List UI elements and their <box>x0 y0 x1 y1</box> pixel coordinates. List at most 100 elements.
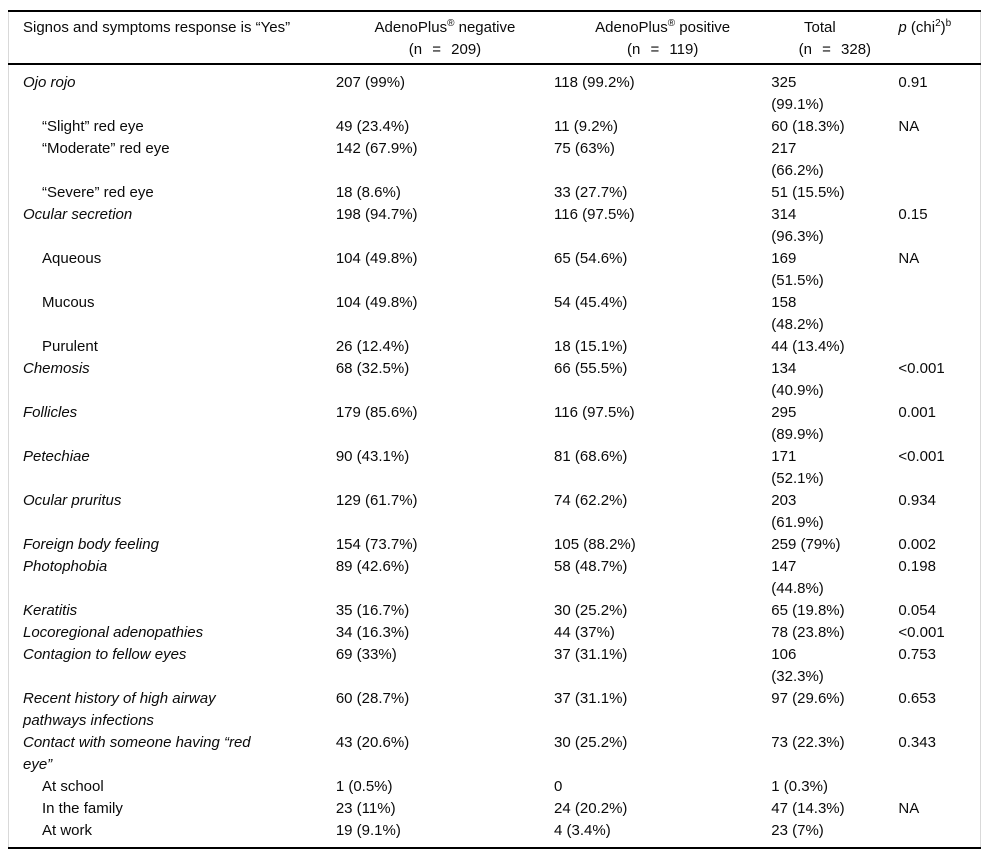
adenoplus-positive-title: AdenoPlus® positive <box>595 18 731 37</box>
p-value-cell: NA <box>898 250 920 267</box>
total-value-cell: 60 (18.3%) <box>771 118 845 135</box>
adenoplus-negative-value-cell: 89 (42.6%) <box>335 558 410 575</box>
total-n: (n = 328) <box>798 41 872 58</box>
symptom-label-cell: Follicles <box>23 404 78 421</box>
adenoplus-positive-value-cell: 118 (99.2%) <box>554 74 635 91</box>
symptom-label-cell: Recent history of high airway pathways i… <box>23 690 216 729</box>
total-value-cell: 147 (44.8%) <box>771 558 824 597</box>
p-value-cell <box>898 776 980 798</box>
adenoplus-positive-value-cell: 116 (97.5%) <box>554 206 635 223</box>
total-value-cell: 65 (19.8%) <box>771 602 845 619</box>
table-row: Photophobia 89 (42.6%) 58 (48.7%) 147 (4… <box>9 556 981 600</box>
symptom-label-cell: Locoregional adenopathies <box>23 624 204 641</box>
adenoplus-negative-value-cell: 207 (99%) <box>335 74 406 91</box>
p-value-cell <box>898 336 980 358</box>
col-header-adenoplus-positive: AdenoPlus® positive (n = 119) <box>554 11 772 65</box>
adenoplus-negative-value-cell: 43 (20.6%) <box>335 734 410 751</box>
p-value-cell: 0.343 <box>898 734 936 751</box>
symptom-label-cell: Purulent <box>42 338 98 355</box>
p-value-cell: 0.002 <box>898 536 936 553</box>
adenoplus-positive-value-cell: 66 (55.5%) <box>554 360 628 377</box>
col-header-signs-symptoms: Signos and symptoms response is “Yes” <box>8 11 336 65</box>
table-body: Ojo rojo 207 (99%) 118 (99.2%) 325 (99.1… <box>9 64 981 848</box>
adenoplus-positive-value-cell: 33 (27.7%) <box>554 184 628 201</box>
total-value-cell: 78 (23.8%) <box>771 624 845 641</box>
adenoplus-negative-value-cell: 90 (43.1%) <box>335 448 410 465</box>
symptom-label-cell: Ocular pruritus <box>23 492 122 509</box>
table-row: Ojo rojo 207 (99%) 118 (99.2%) 325 (99.1… <box>9 64 981 116</box>
adenoplus-negative-value-cell: 19 (9.1%) <box>335 822 401 839</box>
symptom-label-cell: Contagion to fellow eyes <box>23 646 187 663</box>
registered-trademark-sup: ® <box>667 18 676 29</box>
symptom-label-cell: “Slight” red eye <box>42 118 144 135</box>
adenoplus-negative-n: (n = 209) <box>408 41 482 58</box>
total-value-cell: 23 (7%) <box>771 822 824 839</box>
symptom-label-cell: Mucous <box>42 294 95 311</box>
symptom-label-cell: At work <box>42 822 93 839</box>
adenoplus-positive-n: (n = 119) <box>626 41 699 58</box>
total-value-cell: 259 (79%) <box>771 536 841 553</box>
adenoplus-negative-value-cell: 60 (28.7%) <box>335 690 410 707</box>
col-header-total: Total (n = 328) <box>771 11 899 65</box>
total-value-cell: 314 (96.3%) <box>771 206 824 245</box>
p-value-cell: <0.001 <box>898 624 945 641</box>
p-value-cell: 0.198 <box>898 558 936 575</box>
symptoms-comparison-table-wrap: Signos and symptoms response is “Yes” Ad… <box>8 10 981 849</box>
adenoplus-positive-value-cell: 65 (54.6%) <box>554 250 628 267</box>
p-value-cell: 0.653 <box>898 690 936 707</box>
table-row: Petechiae 90 (43.1%) 81 (68.6%) 171 (52.… <box>9 446 981 490</box>
adenoplus-negative-value-cell: 49 (23.4%) <box>335 118 410 135</box>
adenoplus-positive-value-cell: 4 (3.4%) <box>554 822 611 839</box>
p-value-cell <box>898 182 980 204</box>
symptom-label-cell: Ojo rojo <box>23 74 76 91</box>
table-row: Contact with someone having “red eye” 43… <box>9 732 981 776</box>
p-value-cell: 0.934 <box>898 492 936 509</box>
adenoplus-positive-value-cell: 11 (9.2%) <box>554 118 618 135</box>
adenoplus-negative-value-cell: 68 (32.5%) <box>335 360 410 377</box>
total-value-cell: 295 (89.9%) <box>771 404 824 443</box>
adenoplus-positive-value-cell: 0 <box>554 778 563 795</box>
table-row: Aqueous 104 (49.8%) 65 (54.6%) 169 (51.5… <box>9 248 981 292</box>
symptom-label-cell: Keratitis <box>23 602 78 619</box>
p-value-cell <box>898 292 980 336</box>
symptom-label-cell: Ocular secretion <box>23 206 133 223</box>
col-header-adenoplus-negative: AdenoPlus® negative (n = 209) <box>335 11 555 65</box>
p-value-cell: <0.001 <box>898 360 945 377</box>
adenoplus-positive-value-cell: 74 (62.2%) <box>554 492 628 509</box>
p-value-cell <box>898 138 980 182</box>
p-value-cell: 0.753 <box>898 646 936 663</box>
adenoplus-positive-value-cell: 54 (45.4%) <box>554 294 628 311</box>
adenoplus-negative-value-cell: 1 (0.5%) <box>335 778 393 795</box>
adenoplus-negative-value-cell: 104 (49.8%) <box>335 294 418 311</box>
table-row: Ocular pruritus 129 (61.7%) 74 (62.2%) 2… <box>9 490 981 534</box>
adenoplus-negative-value-cell: 198 (94.7%) <box>335 206 418 223</box>
chi-squared-sup: 2 <box>935 18 941 29</box>
adenoplus-positive-value-cell: 18 (15.1%) <box>554 338 628 355</box>
p-value-cell <box>898 820 980 848</box>
p-value-cell: 0.15 <box>898 206 928 223</box>
adenoplus-negative-value-cell: 104 (49.8%) <box>335 250 418 267</box>
adenoplus-negative-value-cell: 26 (12.4%) <box>335 338 410 355</box>
registered-trademark-sup: ® <box>447 18 455 29</box>
p-value-cell: 0.91 <box>898 74 928 91</box>
symptom-label-cell: Photophobia <box>23 558 108 575</box>
symptoms-comparison-table: Signos and symptoms response is “Yes” Ad… <box>8 10 981 849</box>
adenoplus-negative-value-cell: 34 (16.3%) <box>335 624 410 641</box>
adenoplus-positive-value-cell: 75 (63%) <box>554 140 615 157</box>
total-value-cell: 44 (13.4%) <box>771 338 845 355</box>
adenoplus-negative-value-cell: 154 (73.7%) <box>335 536 418 553</box>
header-row: Signos and symptoms response is “Yes” Ad… <box>8 11 981 65</box>
table-row: Locoregional adenopathies 34 (16.3%) 44 … <box>9 622 981 644</box>
symptom-label-cell: Chemosis <box>23 360 90 377</box>
table-row: Follicles 179 (85.6%) 116 (97.5%) 295 (8… <box>9 402 981 446</box>
adenoplus-positive-value-cell: 44 (37%) <box>554 624 615 641</box>
table-row: Contagion to fellow eyes 69 (33%) 37 (31… <box>9 644 981 688</box>
table-row: At work 19 (9.1%) 4 (3.4%) 23 (7%) <box>9 820 981 848</box>
symptom-label-cell: At school <box>42 778 104 795</box>
table-row: “Moderate” red eye 142 (67.9%) 75 (63%) … <box>9 138 981 182</box>
adenoplus-positive-value-cell: 24 (20.2%) <box>554 800 628 817</box>
total-value-cell: 217 (66.2%) <box>771 140 824 179</box>
table-row: Keratitis 35 (16.7%) 30 (25.2%) 65 (19.8… <box>9 600 981 622</box>
footnote-b-sup: b <box>945 18 952 29</box>
adenoplus-positive-value-cell: 37 (31.1%) <box>554 646 628 663</box>
